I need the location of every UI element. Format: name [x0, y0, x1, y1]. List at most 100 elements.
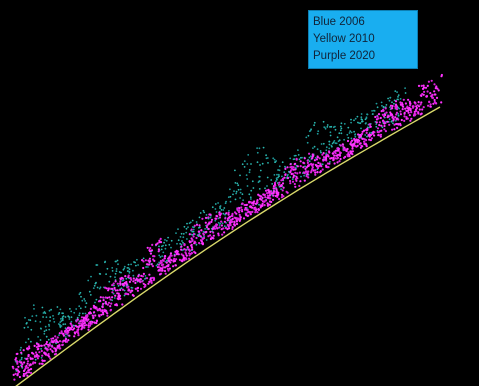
- magenta-point: [267, 205, 269, 207]
- magenta-point: [433, 90, 435, 92]
- cyan-point: [26, 323, 28, 325]
- magenta-point: [338, 160, 340, 162]
- magenta-point: [219, 216, 221, 218]
- magenta-point: [291, 173, 293, 175]
- magenta-point: [88, 322, 90, 324]
- magenta-point: [325, 166, 327, 168]
- magenta-point: [193, 242, 195, 244]
- magenta-point: [137, 290, 139, 292]
- magenta-point: [262, 193, 264, 195]
- magenta-point: [188, 249, 190, 251]
- magenta-point: [385, 130, 387, 132]
- magenta-point: [229, 222, 231, 224]
- cyan-point: [49, 310, 51, 312]
- magenta-point: [401, 119, 403, 121]
- magenta-point: [221, 228, 223, 230]
- magenta-point: [403, 120, 405, 122]
- magenta-point: [62, 341, 64, 343]
- cyan-point: [20, 347, 22, 349]
- magenta-point: [158, 248, 160, 250]
- cyan-point: [279, 165, 281, 167]
- cyan-point: [389, 100, 391, 102]
- cyan-point: [293, 158, 295, 160]
- cyan-point: [362, 121, 364, 123]
- magenta-point: [193, 235, 195, 237]
- magenta-point: [25, 358, 27, 360]
- cyan-point: [58, 323, 60, 325]
- cyan-point: [180, 236, 182, 238]
- magenta-point: [273, 192, 275, 194]
- magenta-point: [41, 355, 43, 357]
- cyan-point: [386, 104, 388, 106]
- magenta-point: [277, 192, 279, 194]
- legend-item: Blue 2006: [313, 14, 413, 31]
- magenta-point: [402, 106, 404, 108]
- magenta-point: [159, 273, 161, 275]
- magenta-point: [103, 299, 105, 301]
- cyan-point: [39, 321, 41, 323]
- magenta-point: [274, 185, 276, 187]
- cyan-point: [246, 178, 248, 180]
- cyan-point: [341, 127, 343, 129]
- magenta-point: [334, 157, 336, 159]
- magenta-point: [105, 301, 107, 303]
- magenta-point: [87, 318, 89, 320]
- magenta-point: [14, 359, 16, 361]
- magenta-point: [346, 150, 348, 152]
- magenta-point: [117, 298, 119, 300]
- magenta-point: [280, 179, 282, 181]
- cyan-point: [259, 188, 261, 190]
- cyan-point: [253, 187, 255, 189]
- magenta-point: [62, 344, 64, 346]
- cyan-point: [244, 166, 246, 168]
- magenta-point: [421, 108, 423, 110]
- magenta-point: [119, 289, 121, 291]
- magenta-point: [42, 363, 44, 365]
- cyan-point: [192, 226, 194, 228]
- magenta-point: [238, 207, 240, 209]
- magenta-point: [259, 195, 261, 197]
- cyan-point: [53, 318, 55, 320]
- magenta-point: [414, 103, 416, 105]
- cyan-point: [267, 162, 269, 164]
- cyan-point: [239, 197, 241, 199]
- magenta-point: [336, 161, 338, 163]
- magenta-point: [15, 373, 17, 375]
- cyan-point: [78, 314, 80, 316]
- cyan-point: [41, 357, 43, 359]
- magenta-point: [282, 182, 284, 184]
- cyan-point: [64, 323, 66, 325]
- cyan-point: [347, 127, 349, 129]
- magenta-point: [384, 114, 386, 116]
- magenta-point: [413, 105, 415, 107]
- cyan-point: [30, 341, 32, 343]
- magenta-point: [108, 296, 110, 298]
- cyan-point: [33, 304, 35, 306]
- magenta-point: [158, 269, 160, 271]
- cyan-point: [48, 329, 50, 331]
- cyan-point: [349, 130, 351, 132]
- magenta-point: [208, 228, 210, 230]
- magenta-point: [133, 295, 135, 297]
- magenta-point: [114, 295, 116, 297]
- cyan-point: [171, 240, 173, 242]
- cyan-point: [331, 145, 333, 147]
- cyan-point: [118, 285, 120, 287]
- cyan-point: [114, 276, 116, 278]
- cyan-point: [336, 142, 338, 144]
- magenta-point: [284, 174, 286, 176]
- cyan-point: [325, 149, 327, 151]
- magenta-point: [158, 264, 160, 266]
- magenta-point: [221, 234, 223, 236]
- magenta-point: [431, 94, 433, 96]
- magenta-point: [204, 231, 206, 233]
- magenta-point: [166, 262, 168, 264]
- cyan-point: [364, 134, 366, 136]
- magenta-point: [106, 312, 108, 314]
- cyan-point: [176, 243, 178, 245]
- cyan-point: [94, 302, 96, 304]
- magenta-point: [420, 101, 422, 103]
- cyan-point: [206, 239, 208, 241]
- cyan-point: [349, 132, 351, 134]
- magenta-point: [403, 115, 405, 117]
